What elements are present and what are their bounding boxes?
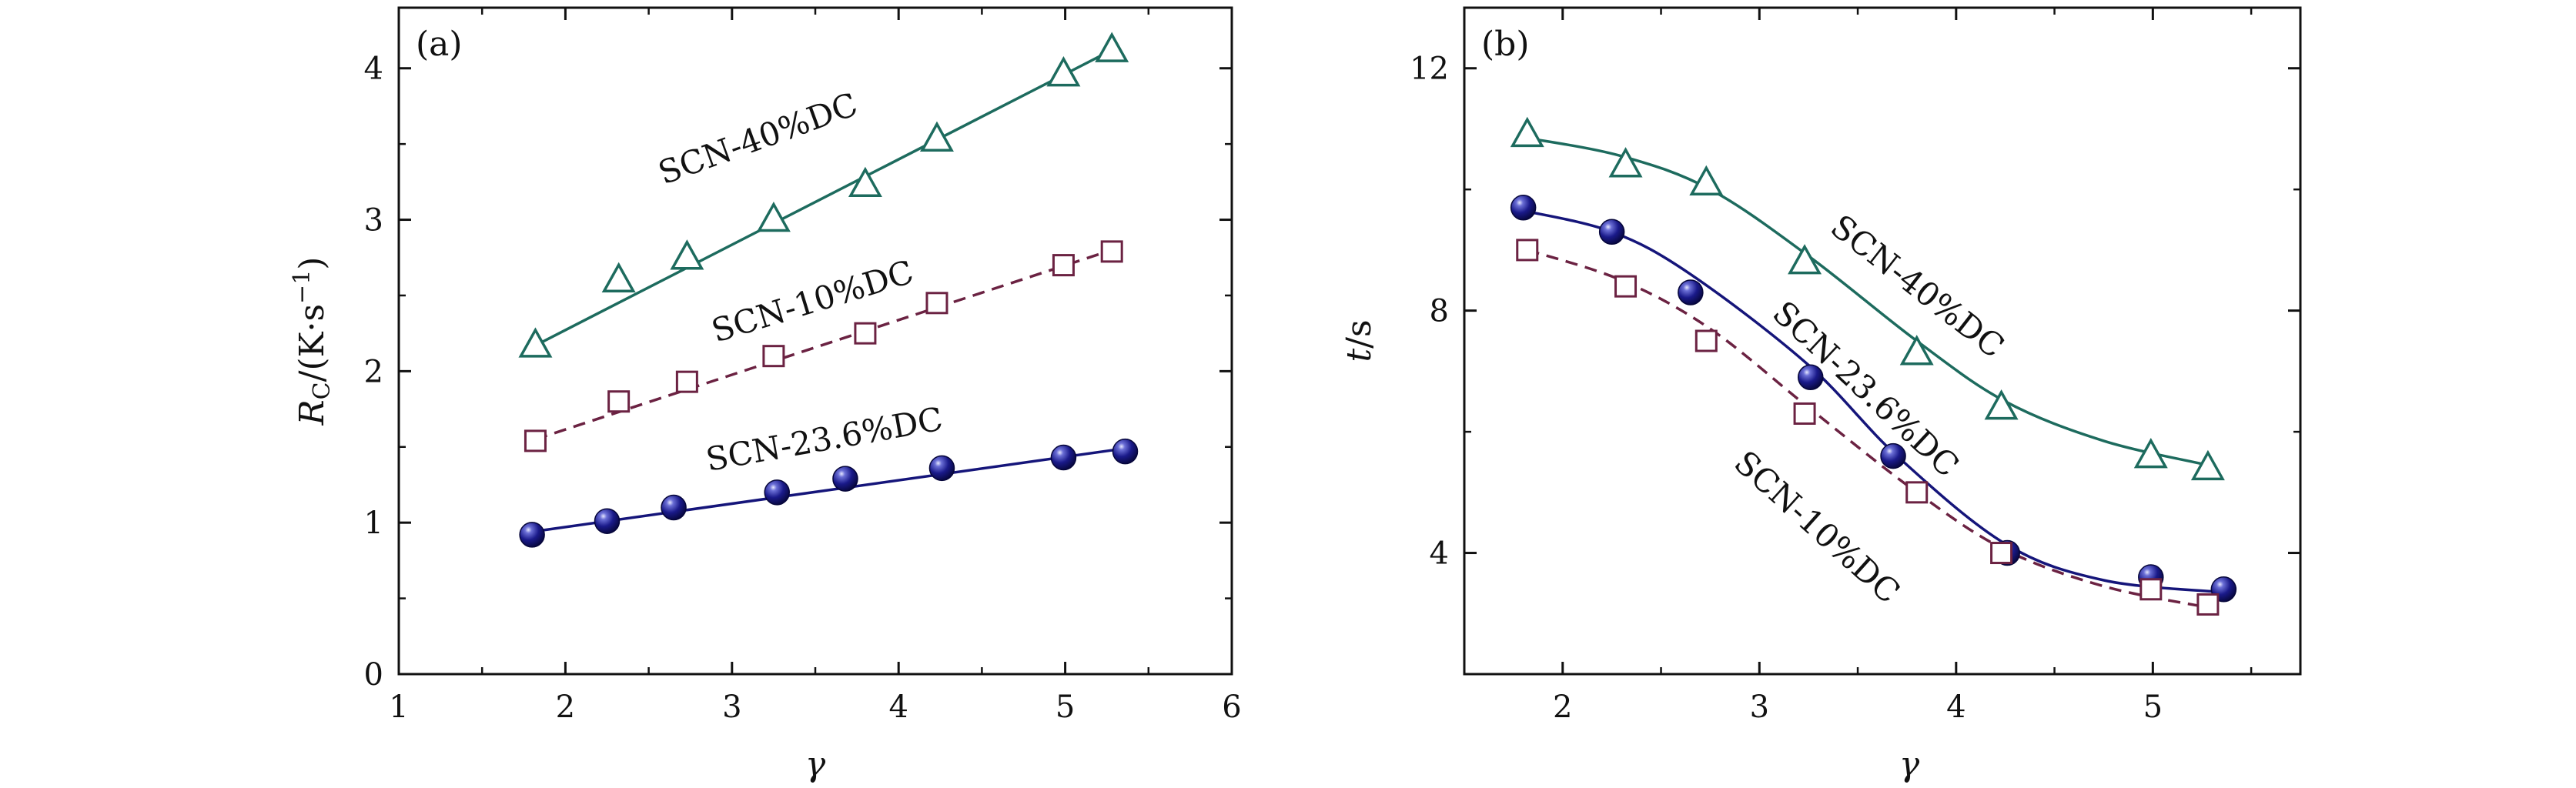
data-point-circle [928,455,955,482]
data-point-circle [1880,442,1906,469]
data-point-triangle [1788,244,1822,275]
x-tick-label: 3 [722,690,741,725]
x-tick-label: 5 [1055,690,1075,725]
data-point-circle [519,522,545,548]
fit-line [531,446,1126,533]
x-tick-label: 6 [1222,690,1241,725]
panel-label-a: (a) [416,25,463,64]
y-label-tail-a: ) [293,257,332,270]
ticks-b: 2 3 4 5 4 8 12 [1410,8,2300,725]
data-point-triangle [2190,449,2225,481]
data-point-square [607,390,631,413]
fit-lines-b [1523,136,2224,609]
x-axis-label-b: γ [1899,745,1920,784]
data-point-square [1100,240,1123,263]
y-axis-label-b: t/s [1340,319,1379,362]
y-tick-label: 8 [1430,294,1449,329]
series-label-a-scn236: SCN-23.6%DC [703,400,945,479]
data-point-circle [1510,195,1537,221]
y-tick-label: 3 [364,203,383,239]
y-tick-label: 12 [1410,52,1449,87]
data-point-triangle [670,239,704,270]
y-label-units-b: /s [1340,319,1379,348]
fit-lines-a [531,48,1126,533]
y-label-sup-a: −1 [289,270,316,304]
fit-line [534,48,1112,347]
fit-line [1527,249,2209,609]
data-point-square [524,429,547,452]
fit-line [1523,209,2224,594]
y-tick-label: 0 [364,657,383,693]
markers-a [518,32,1139,548]
data-point-triangle [848,166,882,198]
data-point-circle [764,479,790,506]
y-label-symbol-a: R [293,399,332,426]
y-label-units-a: /(K·s [293,304,332,382]
data-point-triangle [1046,56,1081,87]
data-point-triangle [1689,165,1724,196]
series-label-b-scn10: SCN-10%DC [1727,443,1907,611]
data-point-triangle [2133,437,2168,469]
data-point-square [1905,481,1929,504]
data-point-circle [1797,364,1824,390]
data-point-square [1052,254,1075,277]
data-point-square [1694,329,1718,352]
y-tick-label: 4 [364,52,383,87]
data-point-square [1990,542,2013,565]
data-point-circle [1050,444,1077,471]
x-tick-label: 2 [556,690,575,725]
data-point-square [1614,275,1638,298]
fit-line [1527,136,2209,467]
data-point-square [2139,578,2163,601]
x-tick-label: 3 [1750,690,1769,725]
data-point-triangle [518,327,553,358]
x-tick-label: 1 [389,690,408,725]
data-point-square [854,322,877,345]
data-point-square [762,345,785,368]
x-tick-label: 4 [888,690,908,725]
data-point-triangle [756,201,791,232]
data-point-square [925,292,948,315]
fit-line [534,249,1112,441]
y-axis-label-a: RC/(K·s−1) [289,257,336,426]
data-point-circle [1678,279,1704,306]
data-point-triangle [1899,335,1934,366]
data-point-circle [1598,219,1625,245]
y-tick-label: 4 [1430,536,1449,572]
series-label-a-scn40: SCN-40%DC [654,85,862,192]
data-point-triangle [919,121,954,152]
panel-label-b: (b) [1481,25,1530,64]
data-point-square [1793,402,1816,425]
y-label-sub-a: C [309,382,336,399]
y-label-symbol-b: t [1340,349,1379,362]
x-tick-label: 4 [1946,690,1965,725]
data-point-circle [661,494,687,521]
data-point-triangle [601,262,636,293]
data-point-square [2196,593,2220,616]
data-point-square [675,370,698,393]
data-point-square [1516,239,1539,262]
markers-b [1510,116,2237,616]
x-tick-label: 5 [2143,690,2163,725]
y-tick-label: 1 [364,506,383,541]
data-point-circle [1112,438,1139,465]
data-point-circle [594,508,621,534]
data-point-triangle [1095,32,1129,62]
plot-frame-b [1463,6,2302,676]
x-axis-label-a: γ [805,745,826,784]
y-tick-label: 2 [364,354,383,389]
data-point-triangle [1510,116,1544,148]
data-point-triangle [1984,389,2019,420]
data-point-circle [832,466,858,492]
x-tick-label: 2 [1553,690,1572,725]
series-label-a-scn10: SCN-10%DC [708,252,918,349]
data-point-triangle [1608,147,1643,178]
